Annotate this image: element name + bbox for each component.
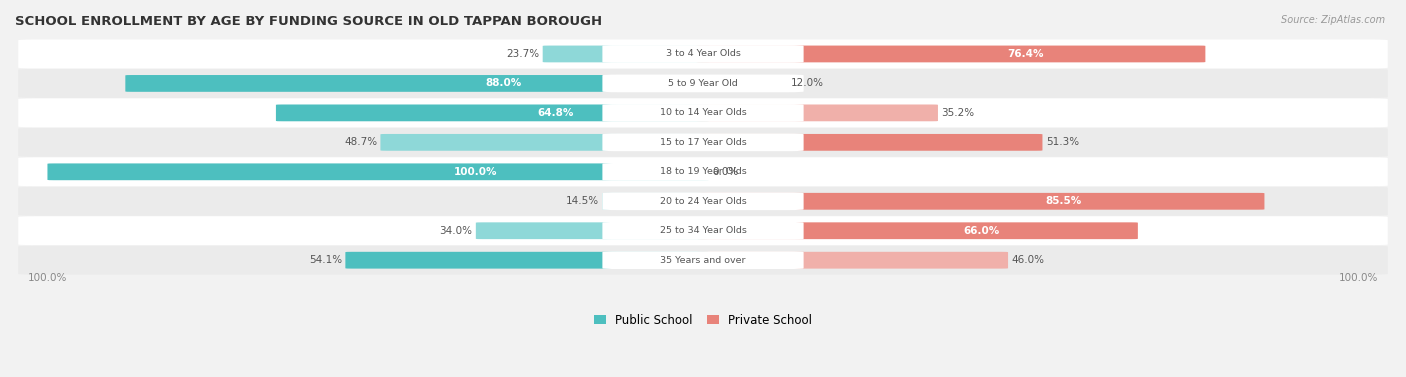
Text: 35 Years and over: 35 Years and over <box>661 256 745 265</box>
Text: Source: ZipAtlas.com: Source: ZipAtlas.com <box>1281 15 1385 25</box>
Legend: Public School, Private School: Public School, Private School <box>591 310 815 330</box>
FancyBboxPatch shape <box>696 75 787 92</box>
FancyBboxPatch shape <box>602 192 804 210</box>
FancyBboxPatch shape <box>381 134 710 151</box>
FancyBboxPatch shape <box>602 251 804 269</box>
FancyBboxPatch shape <box>18 40 1388 68</box>
Text: SCHOOL ENROLLMENT BY AGE BY FUNDING SOURCE IN OLD TAPPAN BOROUGH: SCHOOL ENROLLMENT BY AGE BY FUNDING SOUR… <box>15 15 602 28</box>
FancyBboxPatch shape <box>602 193 710 210</box>
FancyBboxPatch shape <box>696 252 1008 268</box>
Text: 12.0%: 12.0% <box>790 78 824 89</box>
Text: 35.2%: 35.2% <box>941 108 974 118</box>
FancyBboxPatch shape <box>346 252 710 268</box>
FancyBboxPatch shape <box>602 163 804 181</box>
FancyBboxPatch shape <box>18 98 1388 127</box>
FancyBboxPatch shape <box>602 222 804 239</box>
Text: 34.0%: 34.0% <box>440 226 472 236</box>
Text: 15 to 17 Year Olds: 15 to 17 Year Olds <box>659 138 747 147</box>
FancyBboxPatch shape <box>18 157 1388 186</box>
Text: 54.1%: 54.1% <box>309 255 342 265</box>
Text: 51.3%: 51.3% <box>1046 137 1078 147</box>
Text: 5 to 9 Year Old: 5 to 9 Year Old <box>668 79 738 88</box>
FancyBboxPatch shape <box>475 222 710 239</box>
FancyBboxPatch shape <box>602 133 804 151</box>
FancyBboxPatch shape <box>125 75 710 92</box>
FancyBboxPatch shape <box>18 246 1388 274</box>
FancyBboxPatch shape <box>602 45 804 63</box>
FancyBboxPatch shape <box>18 216 1388 245</box>
Text: 88.0%: 88.0% <box>485 78 522 89</box>
FancyBboxPatch shape <box>18 187 1388 216</box>
Text: 20 to 24 Year Olds: 20 to 24 Year Olds <box>659 197 747 206</box>
Text: 100.0%: 100.0% <box>1339 273 1378 284</box>
FancyBboxPatch shape <box>696 193 1264 210</box>
Text: 48.7%: 48.7% <box>344 137 377 147</box>
Text: 76.4%: 76.4% <box>1007 49 1043 59</box>
FancyBboxPatch shape <box>696 104 938 121</box>
Text: 23.7%: 23.7% <box>506 49 540 59</box>
Text: 18 to 19 Year Olds: 18 to 19 Year Olds <box>659 167 747 176</box>
Text: 100.0%: 100.0% <box>454 167 498 177</box>
Text: 66.0%: 66.0% <box>963 226 1000 236</box>
FancyBboxPatch shape <box>543 46 710 62</box>
FancyBboxPatch shape <box>18 69 1388 98</box>
Text: 100.0%: 100.0% <box>28 273 67 284</box>
Text: 14.5%: 14.5% <box>567 196 599 206</box>
FancyBboxPatch shape <box>696 46 1205 62</box>
Text: 25 to 34 Year Olds: 25 to 34 Year Olds <box>659 226 747 235</box>
FancyBboxPatch shape <box>602 75 804 92</box>
FancyBboxPatch shape <box>696 222 1137 239</box>
FancyBboxPatch shape <box>48 163 710 180</box>
Text: 3 to 4 Year Olds: 3 to 4 Year Olds <box>665 49 741 58</box>
Text: 64.8%: 64.8% <box>537 108 574 118</box>
Text: 46.0%: 46.0% <box>1011 255 1045 265</box>
Text: 0.0%: 0.0% <box>713 167 740 177</box>
Text: 85.5%: 85.5% <box>1046 196 1081 206</box>
FancyBboxPatch shape <box>18 128 1388 157</box>
FancyBboxPatch shape <box>276 104 710 121</box>
FancyBboxPatch shape <box>602 104 804 122</box>
Text: 10 to 14 Year Olds: 10 to 14 Year Olds <box>659 108 747 117</box>
FancyBboxPatch shape <box>696 134 1042 151</box>
